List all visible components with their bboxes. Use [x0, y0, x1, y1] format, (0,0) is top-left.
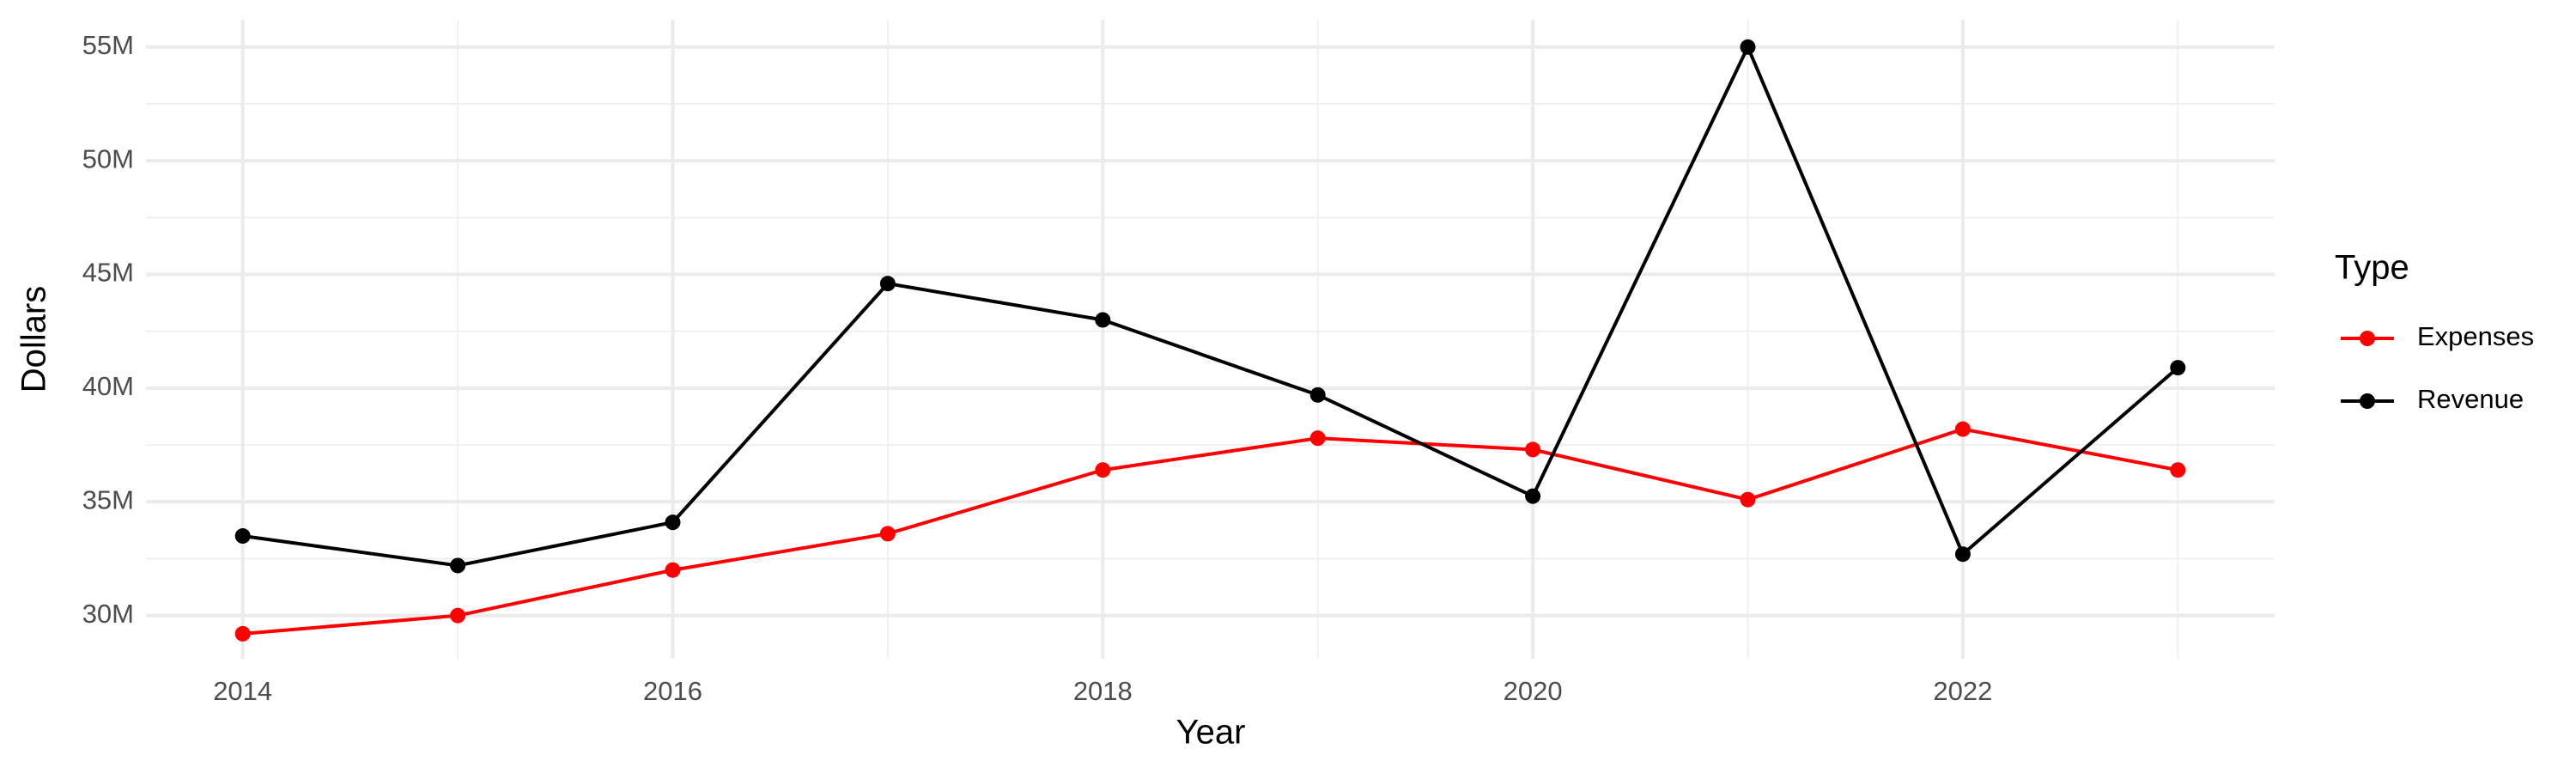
y-tick-label: 50M: [82, 143, 134, 173]
data-point: [1309, 430, 1326, 447]
legend-title: Type: [2335, 249, 2409, 287]
data-point: [665, 562, 681, 578]
y-tick-label: 55M: [82, 30, 134, 60]
y-axis-title: Dollars: [15, 286, 53, 393]
legend-marker: [2360, 331, 2375, 346]
data-point: [1954, 421, 1971, 437]
x-axis-title: Year: [1176, 714, 1246, 752]
data-point: [1095, 312, 1111, 328]
data-point: [879, 526, 896, 542]
data-point: [1525, 488, 1541, 504]
x-tick-label: 2022: [1933, 676, 1992, 706]
data-point: [1095, 462, 1111, 478]
series-line: [242, 42, 2179, 568]
legend-marker: [2360, 393, 2375, 409]
data-point: [234, 528, 251, 545]
data-point: [450, 557, 466, 574]
series-line: [242, 427, 2178, 636]
y-tick-label: 35M: [82, 484, 134, 514]
y-tick-label: 45M: [82, 258, 134, 288]
data-point: [2170, 462, 2186, 478]
x-tick-label: 2016: [643, 676, 702, 706]
data-point: [665, 514, 681, 531]
data-point: [1954, 546, 1971, 563]
data-point: [2170, 360, 2186, 376]
legend-label: Expenses: [2417, 321, 2534, 351]
data-point: [234, 625, 251, 642]
data-point: [1309, 386, 1326, 403]
data-point: [450, 607, 466, 624]
data-point: [1740, 39, 1756, 55]
y-tick-label: 30M: [82, 599, 134, 629]
y-tick-label: 40M: [82, 371, 134, 401]
data-point: [1525, 441, 1541, 458]
data-point: [1740, 491, 1756, 508]
x-tick-label: 2020: [1504, 676, 1563, 706]
data-point: [879, 276, 896, 292]
x-tick-label: 2014: [213, 676, 272, 706]
legend-label: Revenue: [2417, 384, 2524, 414]
x-tick-label: 2018: [1073, 676, 1133, 706]
